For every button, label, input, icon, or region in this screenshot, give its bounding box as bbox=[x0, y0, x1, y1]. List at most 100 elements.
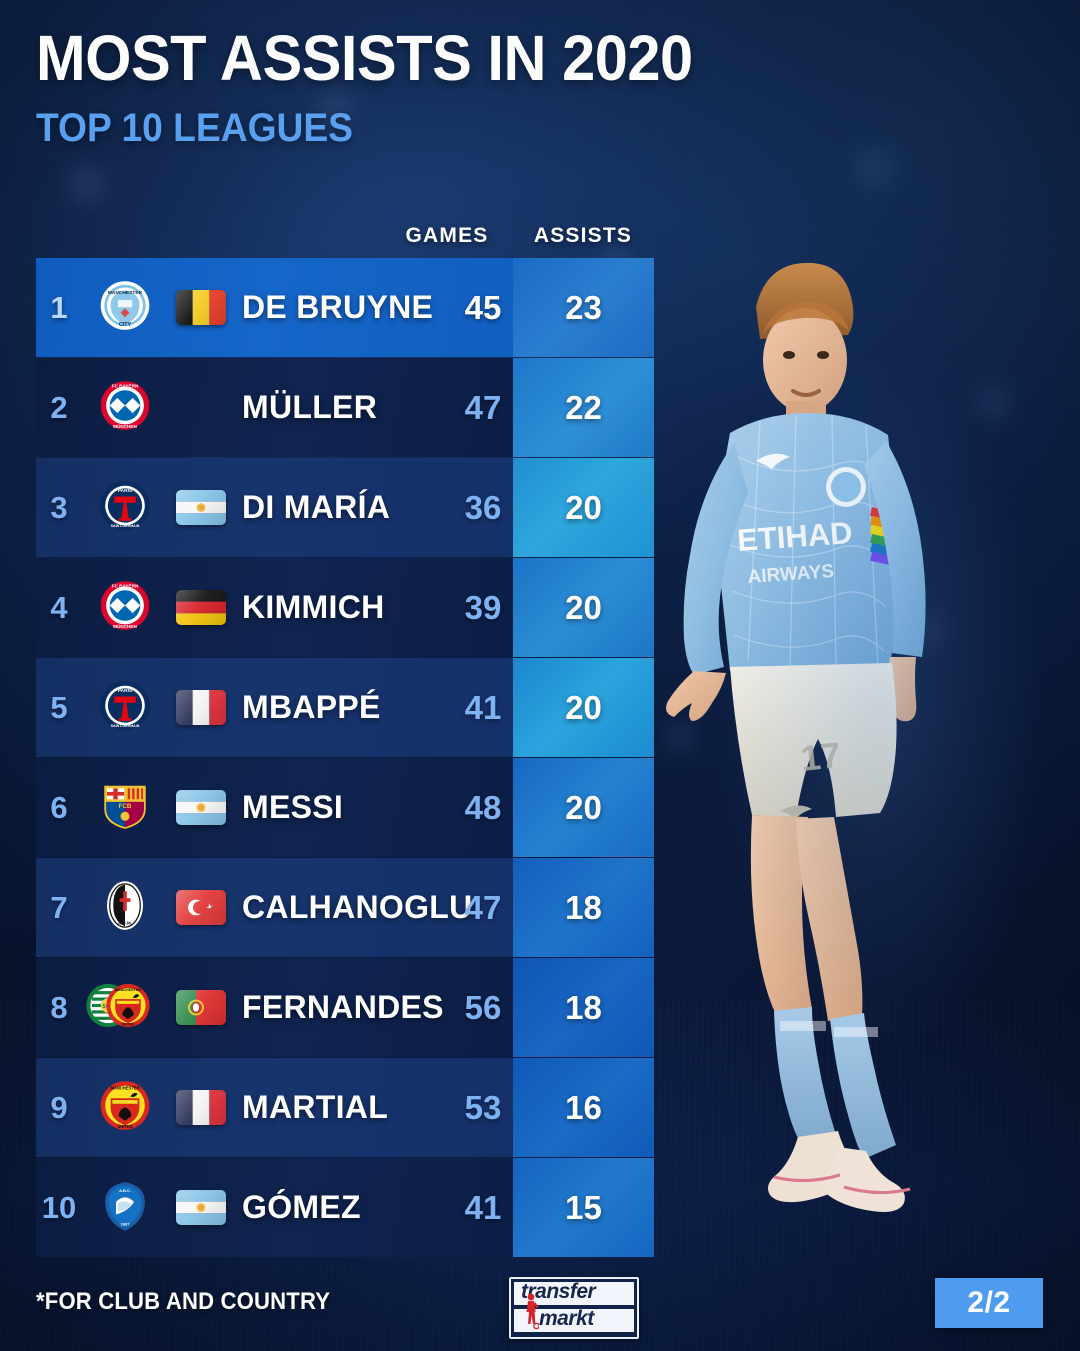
rank-number: 5 bbox=[50, 689, 68, 725]
country-flag-argentina-icon bbox=[176, 1158, 236, 1257]
table-row[interactable]: 7 A.C.M. CALHANOGLU 47 18 bbox=[36, 858, 654, 957]
table-row[interactable]: 1 MANCHESTER CITY DE BRUYNE 45 23 bbox=[36, 258, 654, 357]
table-row[interactable]: 2 FC BAYERN MÜNCHEN MÜLLER 47 22 bbox=[36, 358, 654, 457]
club-badges: A.B.C. 1907 bbox=[84, 1158, 168, 1257]
games-value: 45 bbox=[464, 288, 502, 326]
assists-value-cell: 23 bbox=[513, 258, 654, 357]
player-name: DE BRUYNE bbox=[242, 289, 434, 325]
table-row[interactable]: 4 FC BAYERN MÜNCHEN KIMMICH 39 20 bbox=[36, 558, 654, 657]
assists-cell-background bbox=[513, 1158, 654, 1257]
logo-bar-top bbox=[514, 1282, 634, 1305]
svg-text:PARIS: PARIS bbox=[118, 488, 133, 494]
svg-text:UNITED: UNITED bbox=[117, 1124, 132, 1129]
games-value: 39 bbox=[464, 588, 502, 626]
logo-bar-bottom bbox=[514, 1309, 634, 1332]
country-flag-germany-icon bbox=[176, 558, 236, 657]
assists-value: 20 bbox=[565, 688, 602, 726]
club-badge-psg-icon: PARIS SAINT-GERMAIN bbox=[98, 478, 152, 537]
footnote: *FOR CLUB AND COUNTRY bbox=[36, 1288, 331, 1315]
assists-cell-background bbox=[513, 558, 654, 657]
player-name: MESSI bbox=[242, 789, 344, 825]
rank-number: 7 bbox=[50, 889, 68, 925]
svg-text:UNITED: UNITED bbox=[121, 1022, 135, 1026]
ranking-table: 1 MANCHESTER CITY DE BRUYNE 45 23 2 FC BAYERN MÜ… bbox=[36, 258, 654, 1258]
player-name: MARTIAL bbox=[242, 1089, 389, 1125]
page-title: MOST ASSISTS IN 2020 bbox=[36, 22, 693, 94]
svg-text:SAINT-GERMAIN: SAINT-GERMAIN bbox=[111, 724, 140, 728]
rank-number: 8 bbox=[50, 989, 68, 1025]
logo-word-markt: markt bbox=[539, 1307, 594, 1330]
assists-value: 20 bbox=[565, 488, 602, 526]
club-badge-manchester-united-icon: MANCHESTER UNITED bbox=[104, 981, 152, 1034]
rank-number: 10 bbox=[41, 1189, 77, 1225]
logo-player-figure-icon bbox=[526, 1293, 539, 1330]
page-indicator-badge: 2/2 bbox=[935, 1278, 1043, 1328]
svg-text:SAINT-GERMAIN: SAINT-GERMAIN bbox=[111, 524, 140, 528]
games-value: 41 bbox=[464, 688, 502, 726]
rank-number: 4 bbox=[50, 589, 68, 625]
country-flag-turkey-icon bbox=[176, 858, 236, 957]
club-badges: PARIS SAINT-GERMAIN bbox=[84, 458, 168, 557]
games-value: 47 bbox=[464, 888, 502, 926]
table-row[interactable]: 6 FCB MESSI 48 20 bbox=[36, 758, 654, 857]
assists-value-cell: 20 bbox=[513, 658, 654, 757]
assists-cell-background bbox=[513, 258, 654, 357]
player-illustration: ETIHAD AIRWAYS 17 bbox=[666, 262, 926, 1212]
rank-number: 3 bbox=[50, 489, 68, 525]
assists-cell-background bbox=[513, 358, 654, 457]
club-badges: FC BAYERN MÜNCHEN bbox=[84, 358, 168, 457]
country-flag-belgium-icon bbox=[176, 258, 236, 357]
club-badge-manchester-united-icon: MANCHESTER UNITED bbox=[98, 1078, 152, 1137]
assists-value-cell: 18 bbox=[513, 958, 654, 1057]
svg-text:MANCHESTER: MANCHESTER bbox=[115, 988, 141, 992]
player-name: GÓMEZ bbox=[242, 1189, 361, 1225]
club-badge-atalanta-icon: A.B.C. 1907 bbox=[98, 1178, 152, 1237]
rank-number: 6 bbox=[50, 789, 68, 825]
table-row[interactable]: 5 PARIS SAINT-GERMAIN MBAPPÉ 41 20 bbox=[36, 658, 654, 757]
rank-number: 2 bbox=[50, 389, 68, 425]
rank-number: 1 bbox=[50, 289, 68, 325]
player-name: KIMMICH bbox=[242, 589, 385, 625]
svg-text:17: 17 bbox=[799, 734, 843, 779]
assists-cell-background bbox=[513, 958, 654, 1057]
svg-text:MÜNCHEN: MÜNCHEN bbox=[113, 423, 137, 429]
column-header-assists: ASSISTS bbox=[533, 224, 633, 247]
table-row[interactable]: 8SCPMANCHESTERUNITEDFERNANDES5618 bbox=[36, 958, 654, 1057]
games-value: 36 bbox=[464, 488, 502, 526]
assists-value: 22 bbox=[565, 388, 602, 426]
country-flag-none-icon bbox=[176, 358, 236, 457]
club-badge-barcelona-icon: FCB bbox=[98, 778, 152, 837]
club-badge-bayern-munich-icon: FC BAYERN MÜNCHEN bbox=[98, 378, 152, 437]
assists-value: 20 bbox=[565, 588, 602, 626]
player-name: MBAPPÉ bbox=[242, 689, 381, 725]
table-row[interactable]: 10 A.B.C. 1907 GÓMEZ 41 15 bbox=[36, 1158, 654, 1257]
table-row[interactable]: 9 MANCHESTER UNITED MARTIAL 53 16 bbox=[36, 1058, 654, 1157]
header: MOST ASSISTS IN 2020 TOP 10 LEAGUES bbox=[36, 26, 742, 148]
assists-value-cell: 18 bbox=[513, 858, 654, 957]
club-badges: MANCHESTER CITY bbox=[84, 258, 168, 357]
club-badge-psg-icon: PARIS SAINT-GERMAIN bbox=[98, 678, 152, 737]
assists-value-cell: 22 bbox=[513, 358, 654, 457]
assists-value: 16 bbox=[565, 1088, 602, 1126]
player-glow bbox=[620, 255, 1080, 1255]
assists-value: 18 bbox=[565, 888, 602, 926]
logo-word-transfer: transfer bbox=[521, 1280, 596, 1303]
svg-text:PARIS: PARIS bbox=[118, 688, 133, 694]
player-name: CALHANOGLU bbox=[242, 889, 473, 925]
svg-text:FCB: FCB bbox=[119, 803, 132, 810]
assists-cell-background bbox=[513, 658, 654, 757]
assists-cell-background bbox=[513, 1058, 654, 1157]
club-badges: MANCHESTER UNITED bbox=[84, 1058, 168, 1157]
player-name: FERNANDES bbox=[242, 989, 444, 1025]
svg-text:FC BAYERN: FC BAYERN bbox=[112, 383, 139, 388]
svg-text:ETIHAD: ETIHAD bbox=[736, 515, 854, 558]
table-row[interactable]: 3 PARIS SAINT-GERMAIN DI MARÍA 36 20 bbox=[36, 458, 654, 557]
assists-value-cell: 16 bbox=[513, 1058, 654, 1157]
assists-value-cell: 20 bbox=[513, 458, 654, 557]
country-flag-france-icon bbox=[176, 658, 236, 757]
country-flag-argentina-icon bbox=[176, 458, 236, 557]
svg-text:MÜNCHEN: MÜNCHEN bbox=[113, 623, 137, 629]
assists-value: 23 bbox=[565, 288, 602, 326]
svg-text:CITY: CITY bbox=[119, 322, 132, 328]
country-flag-portugal-icon bbox=[176, 958, 236, 1057]
